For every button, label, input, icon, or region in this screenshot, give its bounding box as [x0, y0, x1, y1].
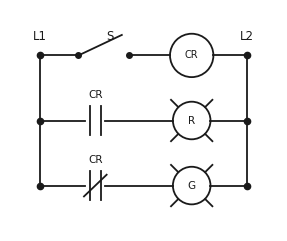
Text: L1: L1 [33, 30, 47, 43]
Text: L2: L2 [240, 30, 254, 43]
Text: CR: CR [88, 90, 102, 100]
Text: G: G [188, 181, 196, 191]
Text: R: R [188, 115, 195, 126]
Text: CR: CR [185, 50, 199, 60]
Text: S: S [106, 30, 113, 43]
Text: CR: CR [88, 155, 102, 165]
